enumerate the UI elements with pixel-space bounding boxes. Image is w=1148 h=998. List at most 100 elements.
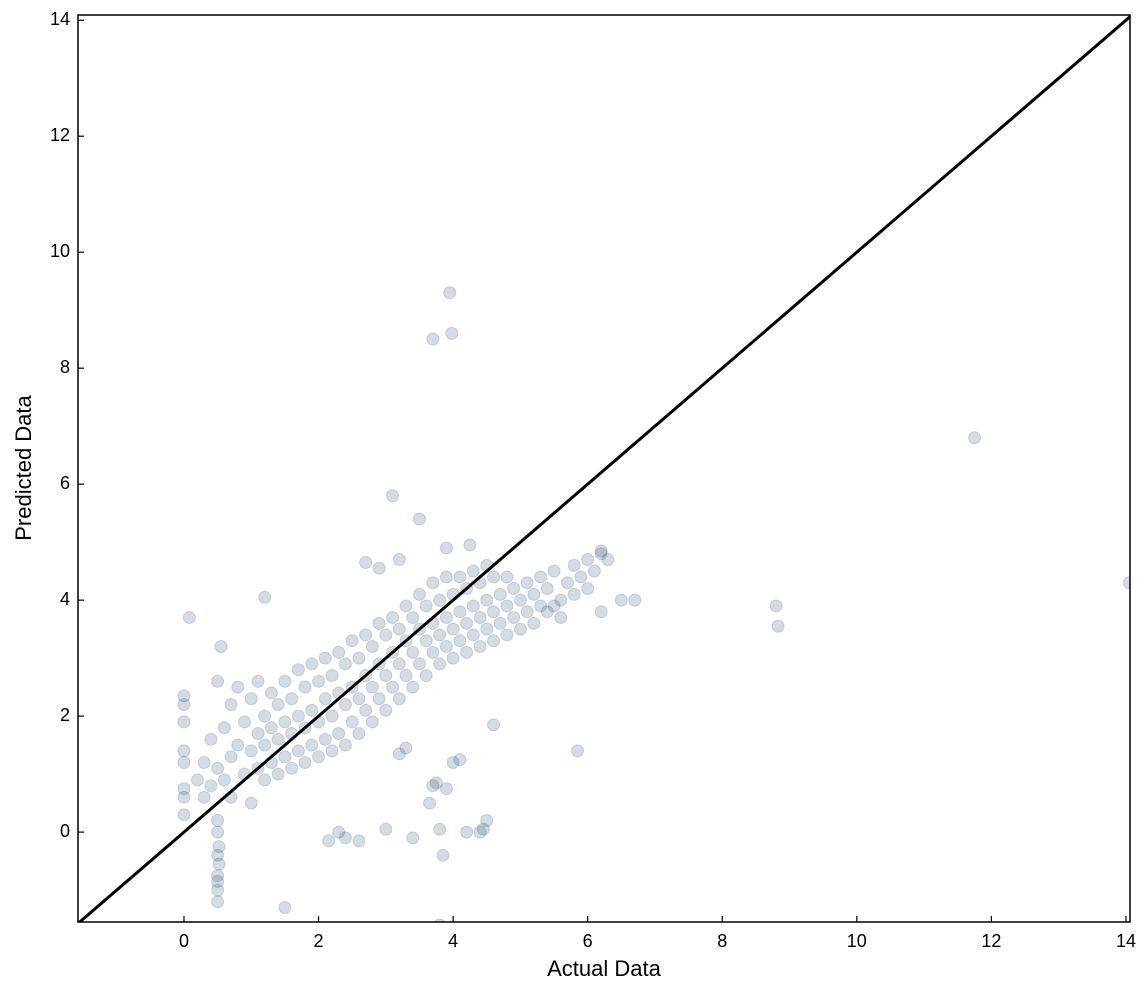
point — [527, 616, 541, 630]
point — [325, 709, 339, 723]
point — [318, 651, 332, 665]
point — [486, 634, 500, 648]
point — [338, 698, 352, 712]
point — [352, 651, 366, 665]
point — [231, 680, 245, 694]
point — [399, 669, 413, 683]
point — [436, 848, 450, 862]
point — [204, 779, 218, 793]
point — [453, 753, 467, 767]
point — [190, 773, 204, 787]
point — [214, 640, 228, 654]
point — [392, 692, 406, 706]
point — [177, 698, 191, 712]
point — [177, 744, 191, 758]
point — [554, 593, 568, 607]
plot-area — [78, 15, 1130, 922]
point — [177, 790, 191, 804]
point — [527, 587, 541, 601]
point — [177, 808, 191, 822]
y-tick-label: 10 — [50, 241, 70, 261]
point — [429, 776, 443, 790]
point — [412, 512, 426, 526]
point — [217, 773, 231, 787]
x-tick-label: 6 — [583, 931, 593, 951]
point — [325, 669, 339, 683]
point — [359, 555, 373, 569]
y-axis-title: Predicted Data — [11, 394, 36, 540]
point — [628, 593, 642, 607]
point — [445, 326, 459, 340]
point — [278, 715, 292, 729]
point — [372, 616, 386, 630]
point — [433, 918, 446, 922]
point — [285, 692, 299, 706]
y-tick-label: 0 — [60, 821, 70, 841]
point — [251, 727, 265, 741]
point — [406, 831, 420, 845]
point — [278, 674, 292, 688]
point — [211, 869, 225, 883]
point — [540, 605, 554, 619]
point — [345, 715, 359, 729]
point — [224, 750, 238, 764]
point — [386, 680, 400, 694]
point — [439, 570, 453, 584]
point — [399, 741, 413, 755]
x-tick-label: 12 — [981, 931, 1001, 951]
point — [769, 599, 783, 613]
point — [177, 782, 191, 796]
point — [379, 703, 393, 717]
point — [345, 634, 359, 648]
point — [554, 611, 568, 625]
point — [359, 703, 373, 717]
point — [258, 738, 272, 752]
point — [540, 582, 554, 596]
point — [406, 611, 420, 625]
point — [968, 431, 982, 445]
point — [224, 698, 238, 712]
point — [446, 622, 460, 636]
point — [594, 547, 608, 561]
point — [500, 570, 514, 584]
point — [480, 622, 494, 636]
point — [392, 553, 406, 567]
y-tick-label: 14 — [50, 9, 70, 29]
point — [271, 767, 285, 781]
point — [211, 825, 225, 839]
point — [211, 814, 225, 828]
point — [439, 782, 453, 796]
point — [312, 750, 326, 764]
point — [507, 582, 521, 596]
y-tick-label: 12 — [50, 125, 70, 145]
point — [298, 680, 312, 694]
x-tick-label: 10 — [847, 931, 867, 951]
point — [332, 825, 346, 839]
point — [446, 651, 460, 665]
point — [426, 576, 440, 590]
point — [258, 709, 272, 723]
point — [338, 831, 352, 845]
point — [560, 576, 574, 590]
point — [291, 709, 305, 723]
point — [322, 834, 336, 848]
point — [476, 822, 490, 836]
point — [594, 605, 608, 619]
point — [493, 587, 507, 601]
x-tick-label: 2 — [314, 931, 324, 951]
point — [244, 796, 258, 810]
point — [386, 611, 400, 625]
point — [217, 721, 231, 735]
point — [258, 590, 272, 604]
point — [291, 744, 305, 758]
point — [520, 605, 534, 619]
point — [771, 619, 785, 633]
x-tick-label: 0 — [179, 931, 189, 951]
point — [433, 657, 447, 671]
point — [197, 790, 211, 804]
point — [439, 611, 453, 625]
point — [379, 822, 393, 836]
point — [460, 825, 474, 839]
point — [251, 674, 265, 688]
